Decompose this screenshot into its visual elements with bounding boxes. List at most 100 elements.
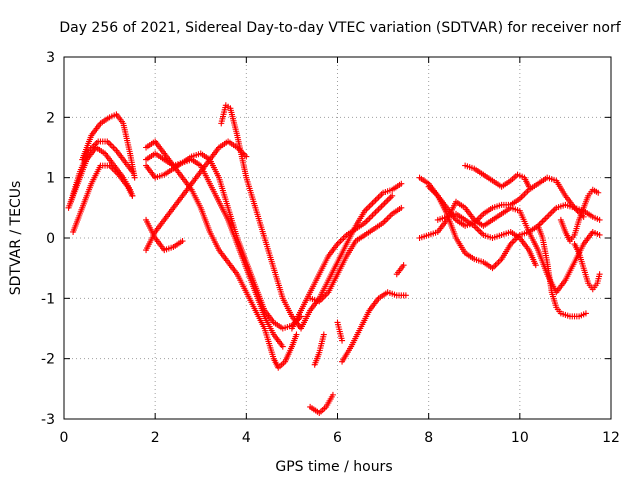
data-point-marker bbox=[545, 212, 552, 219]
data-point-marker bbox=[521, 191, 528, 198]
data-point-marker bbox=[377, 192, 384, 199]
data-point-marker bbox=[548, 209, 555, 216]
y-tick-label: 2 bbox=[46, 110, 55, 126]
data-point-marker bbox=[329, 391, 336, 398]
data-point-marker bbox=[363, 218, 370, 225]
data-point-marker bbox=[179, 238, 186, 245]
data-point-marker bbox=[478, 212, 485, 219]
data-point-marker bbox=[367, 213, 374, 220]
y-tick-label: -1 bbox=[41, 291, 55, 307]
data-point-marker bbox=[544, 213, 551, 220]
data-point-marker bbox=[372, 209, 379, 216]
data-point-marker bbox=[369, 200, 376, 207]
data-point-marker bbox=[386, 195, 393, 202]
data-point-marker bbox=[108, 142, 115, 149]
data-point-marker bbox=[495, 259, 502, 266]
series-track-7 bbox=[143, 150, 305, 332]
x-tick-label: 4 bbox=[242, 430, 251, 446]
data-point-marker bbox=[400, 262, 407, 269]
data-point-marker bbox=[293, 331, 300, 338]
data-point-marker bbox=[337, 238, 344, 245]
data-point-marker bbox=[342, 233, 349, 240]
data-point-marker bbox=[477, 213, 484, 220]
series-track-9 bbox=[143, 150, 286, 350]
data-point-marker bbox=[541, 216, 548, 223]
data-point-marker bbox=[370, 210, 377, 217]
chart-title: Day 256 of 2021, Sidereal Day-to-day VTE… bbox=[59, 20, 621, 36]
data-point-marker bbox=[279, 343, 286, 350]
x-tick-label: 12 bbox=[602, 430, 620, 446]
x-tick-label: 8 bbox=[424, 430, 433, 446]
data-point-marker bbox=[131, 174, 138, 181]
data-point-marker bbox=[93, 139, 100, 146]
data-point-marker bbox=[550, 207, 557, 214]
data-point-marker bbox=[381, 218, 388, 225]
data-point-marker bbox=[532, 262, 539, 269]
data-point-marker bbox=[398, 204, 405, 211]
data-point-marker bbox=[491, 263, 498, 270]
data-point-marker bbox=[398, 180, 405, 187]
data-point-marker bbox=[367, 201, 374, 208]
data-point-marker bbox=[339, 337, 346, 344]
series-track-4 bbox=[79, 111, 138, 181]
data-point-marker bbox=[111, 146, 118, 153]
data-point-marker bbox=[375, 206, 382, 213]
data-point-marker bbox=[519, 192, 526, 199]
data-point-marker bbox=[475, 215, 482, 222]
y-tick-label: -3 bbox=[41, 412, 55, 428]
data-point-marker bbox=[320, 331, 327, 338]
series-track-25 bbox=[571, 241, 603, 293]
data-point-marker bbox=[475, 227, 482, 234]
data-point-marker bbox=[402, 292, 409, 299]
data-point-marker bbox=[547, 210, 554, 217]
data-point-marker bbox=[383, 198, 390, 205]
x-tick-label: 0 bbox=[60, 430, 69, 446]
series-track-17 bbox=[393, 262, 407, 278]
series-track-15 bbox=[334, 319, 346, 344]
data-point-marker bbox=[378, 203, 385, 210]
data-point-marker bbox=[387, 212, 394, 219]
x-tick-label: 2 bbox=[151, 430, 160, 446]
series-track-8 bbox=[143, 138, 300, 371]
series-track-21 bbox=[462, 162, 532, 190]
data-point-marker bbox=[384, 197, 391, 204]
data-point-marker bbox=[109, 165, 116, 172]
data-point-marker bbox=[364, 216, 371, 223]
data-point-marker bbox=[497, 257, 504, 264]
data-point-marker bbox=[477, 228, 484, 235]
series-track-12 bbox=[307, 204, 405, 305]
y-axis-label: SDTVAR / TECUs bbox=[8, 181, 24, 296]
data-point-marker bbox=[375, 194, 382, 201]
data-point-marker bbox=[107, 141, 114, 148]
data-point-marker bbox=[339, 236, 346, 243]
data-point-marker bbox=[372, 197, 379, 204]
y-tick-label: 3 bbox=[46, 50, 55, 66]
data-point-marker bbox=[542, 215, 549, 222]
data-point-marker bbox=[518, 194, 525, 201]
series-track-11 bbox=[288, 192, 396, 332]
data-points bbox=[65, 102, 603, 416]
data-point-marker bbox=[369, 212, 376, 219]
series-track-22 bbox=[434, 210, 539, 269]
data-point-marker bbox=[472, 224, 479, 231]
data-point-marker bbox=[596, 271, 603, 278]
data-point-marker bbox=[536, 221, 543, 228]
data-point-marker bbox=[377, 204, 384, 211]
data-point-marker bbox=[366, 215, 373, 222]
y-tick-label: -2 bbox=[41, 352, 55, 368]
data-point-marker bbox=[510, 238, 517, 245]
data-point-marker bbox=[595, 189, 602, 196]
data-point-marker bbox=[582, 310, 589, 317]
data-point-marker bbox=[524, 188, 531, 195]
data-point-marker bbox=[580, 213, 587, 220]
data-point-marker bbox=[525, 183, 532, 190]
data-point-marker bbox=[389, 192, 396, 199]
x-tick-label: 6 bbox=[333, 430, 342, 446]
series-track-23 bbox=[535, 222, 589, 320]
data-point-marker bbox=[366, 203, 373, 210]
data-point-marker bbox=[596, 216, 603, 223]
data-point-marker bbox=[386, 213, 393, 220]
data-point-marker bbox=[494, 260, 501, 267]
